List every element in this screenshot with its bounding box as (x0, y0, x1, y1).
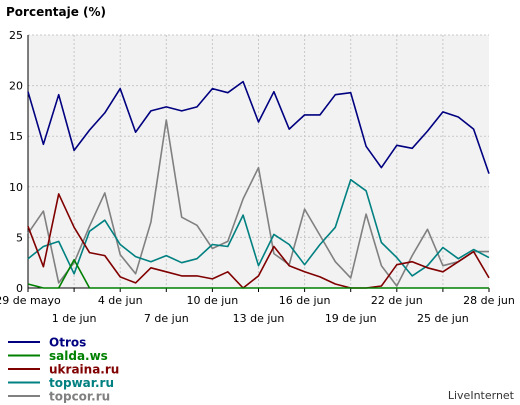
y-tick-label: 25 (9, 29, 23, 42)
x-tick-label: 25 de jun (417, 312, 469, 325)
x-tick-label: 19 de jun (325, 312, 377, 325)
series-line-ukraina-ru (27, 193, 490, 289)
plot-area (28, 35, 489, 288)
x-tick-label: 1 de jun (52, 312, 97, 325)
x-tick-label: 13 de jun (233, 312, 285, 325)
x-tick-label: 22 de jun (371, 294, 423, 307)
legend-label-topcor-ru: topcor.ru (49, 390, 110, 404)
credit-text: LiveInternet (448, 389, 515, 402)
chart-title: Porcentaje (%) (6, 5, 106, 19)
x-tick-label: 29 de mayo (0, 294, 61, 307)
y-tick-label: 0 (16, 282, 23, 295)
legend-label-salda-ws: salda.ws (49, 349, 108, 363)
x-tick-label: 28 de jun (463, 294, 515, 307)
legend-label-topwar-ru: topwar.ru (49, 376, 114, 390)
series-line-topcor-ru (27, 119, 489, 287)
series-line-otros (27, 80, 490, 174)
y-tick-label: 20 (9, 80, 23, 93)
series-line-topwar-ru (27, 178, 490, 277)
y-tick-label: 15 (9, 130, 23, 143)
y-tick-label: 10 (9, 181, 23, 194)
x-tick-label: 4 de jun (98, 294, 143, 307)
x-tick-label: 16 de jun (279, 294, 331, 307)
x-tick-label: 10 de jun (187, 294, 239, 307)
y-tick-label: 5 (16, 231, 23, 244)
series-line-salda-ws (27, 258, 489, 289)
x-tick-label: 7 de jun (144, 312, 189, 325)
legend-label-otros: Otros (49, 336, 86, 350)
series-lines (27, 80, 490, 289)
legend: Otrossalda.wsukraina.rutopwar.rutopcor.r… (8, 336, 119, 404)
grid (28, 34, 489, 288)
legend-label-ukraina-ru: ukraina.ru (49, 363, 119, 377)
